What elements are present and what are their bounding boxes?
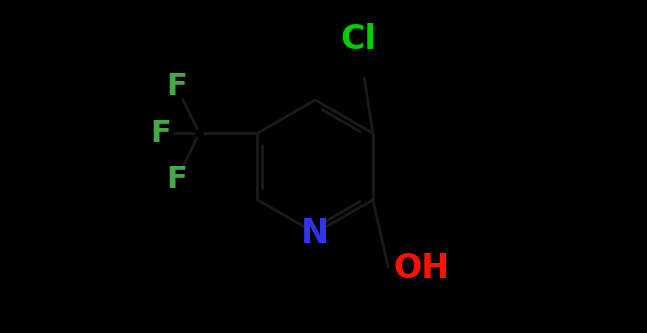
Text: OH: OH [393,251,450,285]
Text: Cl: Cl [340,23,377,57]
Text: F: F [166,72,187,101]
Text: F: F [151,119,171,148]
Text: F: F [166,165,187,194]
Text: N: N [301,216,329,250]
